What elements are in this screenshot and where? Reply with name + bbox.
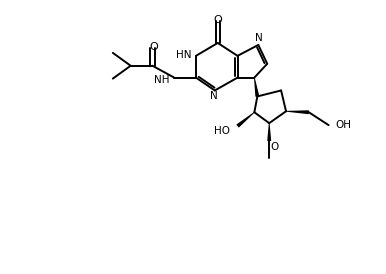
Text: N: N [256, 33, 263, 43]
Text: HN: HN [176, 50, 191, 60]
Text: OH: OH [335, 120, 352, 130]
Polygon shape [267, 123, 271, 141]
Text: HO: HO [213, 126, 230, 136]
Text: NH: NH [154, 75, 169, 85]
Text: O: O [149, 42, 158, 52]
Polygon shape [254, 78, 259, 97]
Polygon shape [286, 110, 309, 114]
Polygon shape [236, 112, 255, 128]
Text: N: N [210, 92, 218, 101]
Text: O: O [213, 15, 222, 25]
Text: O: O [270, 142, 278, 152]
